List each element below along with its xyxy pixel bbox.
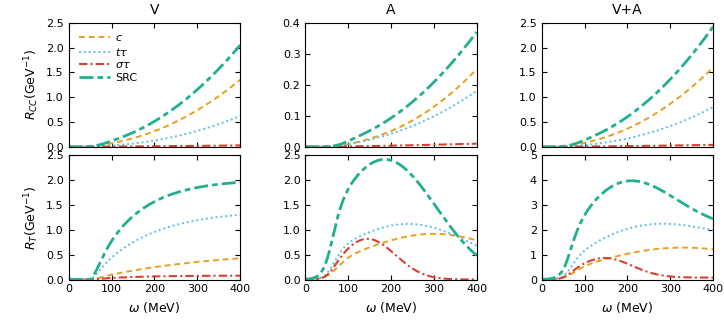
Title: V+A: V+A [612,4,643,18]
X-axis label: $\omega$ (MeV): $\omega$ (MeV) [128,300,180,315]
Title: A: A [386,4,396,18]
Y-axis label: $R_T(\mathrm{GeV}^{-1})$: $R_T(\mathrm{GeV}^{-1})$ [22,185,41,250]
Legend: $c$, $t\tau$, $\sigma\tau$, SRC: $c$, $t\tau$, $\sigma\tau$, SRC [75,28,142,87]
Title: V: V [150,4,159,18]
X-axis label: $\omega$ (MeV): $\omega$ (MeV) [365,300,417,315]
Y-axis label: $R_{CC}(\mathrm{GeV}^{-1})$: $R_{CC}(\mathrm{GeV}^{-1})$ [22,49,41,120]
X-axis label: $\omega$ (MeV): $\omega$ (MeV) [602,300,654,315]
